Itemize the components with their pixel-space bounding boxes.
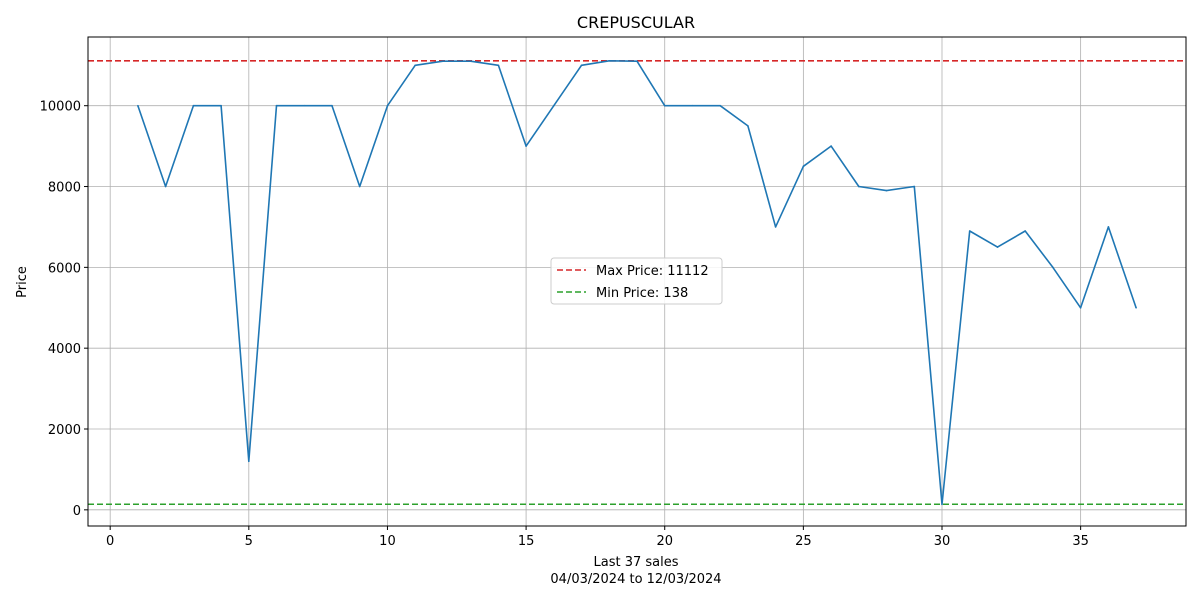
price-point xyxy=(414,64,417,67)
price-point xyxy=(525,145,527,147)
price-point xyxy=(192,104,195,107)
price-point xyxy=(1135,307,1137,309)
price-point xyxy=(608,60,611,62)
price-point xyxy=(358,185,361,188)
legend-label: Max Price: 11112 xyxy=(596,264,709,279)
x-tick-label: 35 xyxy=(1072,534,1089,549)
price-point xyxy=(1052,266,1054,269)
x-tick-label: 20 xyxy=(656,534,673,549)
price-point xyxy=(137,104,139,107)
price-point xyxy=(497,64,500,67)
price-point xyxy=(747,125,749,127)
y-tick-label: 0 xyxy=(73,504,81,519)
x-axis-title: Last 37 sales xyxy=(593,555,678,570)
price-point xyxy=(275,104,278,107)
price-point xyxy=(303,104,306,107)
legend-label: Min Price: 138 xyxy=(596,286,688,301)
y-tick-label: 8000 xyxy=(48,181,81,196)
price-point xyxy=(220,104,222,107)
x-tick-label: 25 xyxy=(795,534,812,549)
price-point xyxy=(885,189,888,192)
y-axis-title: Price xyxy=(15,266,30,298)
x-tick-label: 15 xyxy=(518,534,535,549)
plot-area-frame xyxy=(87,36,1187,527)
price-point xyxy=(1024,230,1026,232)
x-tick-label: 5 xyxy=(245,534,253,549)
x-tick-label: 30 xyxy=(934,534,951,549)
price-point xyxy=(996,246,999,248)
price-point xyxy=(580,64,583,67)
price-point xyxy=(469,60,472,62)
price-point xyxy=(1079,307,1082,309)
price-point xyxy=(913,185,916,188)
price-point xyxy=(553,104,555,107)
y-tick-label: 2000 xyxy=(48,423,81,438)
price-point xyxy=(164,185,167,188)
y-tick-label: 10000 xyxy=(40,100,81,115)
price-point xyxy=(331,104,333,107)
price-point xyxy=(802,165,805,168)
price-point xyxy=(442,60,444,62)
x-tick-label: 0 xyxy=(106,534,114,549)
chart-title: CREPUSCULAR xyxy=(577,13,695,32)
series-layer xyxy=(137,59,1137,506)
price-point xyxy=(719,104,721,107)
price-point xyxy=(386,104,389,107)
price-point xyxy=(941,503,943,506)
y-tick-label: 4000 xyxy=(48,342,81,357)
price-point xyxy=(248,460,250,463)
x-axis-date-range: 04/03/2024 to 12/03/2024 xyxy=(550,572,721,587)
legend: Max Price: 11112 Min Price: 138 xyxy=(550,257,723,305)
price-point xyxy=(830,145,832,147)
price-point xyxy=(968,230,971,232)
price-point xyxy=(774,226,777,228)
price-point xyxy=(636,60,638,62)
x-axis-ticks: 0 5 10 15 20 25 30 35 xyxy=(106,526,1089,549)
price-point xyxy=(858,185,860,188)
price-point xyxy=(1107,226,1110,228)
y-axis-ticks: 0 2000 4000 6000 8000 10000 xyxy=(40,100,88,519)
price-point xyxy=(691,104,694,107)
legend-box xyxy=(550,257,723,305)
y-tick-label: 6000 xyxy=(48,261,81,276)
x-tick-label: 10 xyxy=(379,534,396,549)
grid xyxy=(88,37,1186,526)
price-point xyxy=(663,104,666,107)
